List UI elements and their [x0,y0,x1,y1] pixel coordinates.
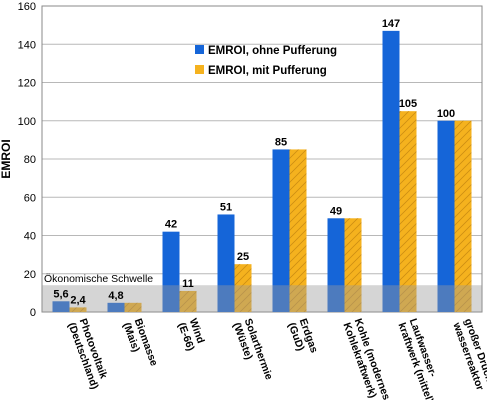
x-tick-label: großer Druck-wasserreaktor [450,317,487,392]
bar-hatch [289,149,307,312]
legend-label: EMROI, ohne Pufferung [208,45,337,57]
y-tick-label: 120 [18,78,36,90]
y-tick-label: 40 [24,231,36,243]
y-tick-label: 140 [18,39,36,51]
bar-hatch [234,264,252,312]
bar-series1 [382,30,400,313]
y-tick-label: 160 [18,1,36,13]
data-label: 42 [165,219,177,231]
value-labels: 5,62,4 4,8 42 11 51 25 85 49 147 105 100 [53,18,455,307]
bar-hatch [69,307,87,312]
threshold-band: Ökonomische Schwelle [42,273,482,312]
plot-frame [41,5,483,313]
data-label: 147 [382,18,400,30]
threshold-label: Ökonomische Schwelle [44,273,153,285]
data-label: 5,6 [53,288,68,300]
data-label: 4,8 [108,290,123,302]
bar-hatch [124,302,142,312]
y-tick-label: 0 [30,307,36,319]
data-label: 11 [182,278,194,290]
bar-series1 [327,218,345,312]
bar-series1 [437,120,455,312]
bar-hatch [344,218,362,312]
data-label: 49 [330,205,342,217]
bar-hatch [179,290,197,312]
x-tick-label: Biomasse(Mais) [120,317,160,368]
bar-series1 [272,149,290,312]
data-label: 85 [275,136,287,148]
data-label: 105 [399,98,417,110]
x-tick-label: Laufwasser-kraftwerk (mittel) [395,317,439,400]
x-tick-label: Erdgas(GuD) [285,317,320,355]
data-label: 2,4 [70,294,86,306]
threshold-area [42,285,482,312]
x-tick-label: Photovoltaik(Deutschland) [65,317,109,391]
legend: EMROI, ohne Pufferung EMROI, mit Pufferun… [195,45,337,77]
legend-swatch [195,45,204,54]
data-label: 100 [437,108,455,120]
y-tick-label: 100 [18,116,36,128]
bar-hatch [399,111,417,312]
bar-series1 [162,231,180,312]
y-axis-ticks: 0 20 40 60 80 100 120 140 160 [18,1,36,319]
y-tick-label: 60 [24,192,36,204]
bar-hatch [454,120,472,312]
data-label: 51 [220,201,232,213]
x-tick-label: Solarthermie(Wüste) [230,317,275,382]
y-tick-label: 80 [24,154,36,166]
data-label: 25 [237,251,249,263]
bars [52,30,472,313]
bar-series1 [52,301,70,312]
y-tick-label: 20 [24,269,36,281]
bar-series1 [217,214,235,312]
bar-series1 [107,302,125,312]
y-axis-label: EMROI [0,139,13,178]
x-axis-labels: Photovoltaik(Deutschland) Biomasse(Mais) W… [65,317,487,400]
legend-label: EMROI, mit Pufferung [208,65,327,77]
legend-swatch [195,65,204,74]
x-tick-label: Wind(E-66) [175,317,206,353]
